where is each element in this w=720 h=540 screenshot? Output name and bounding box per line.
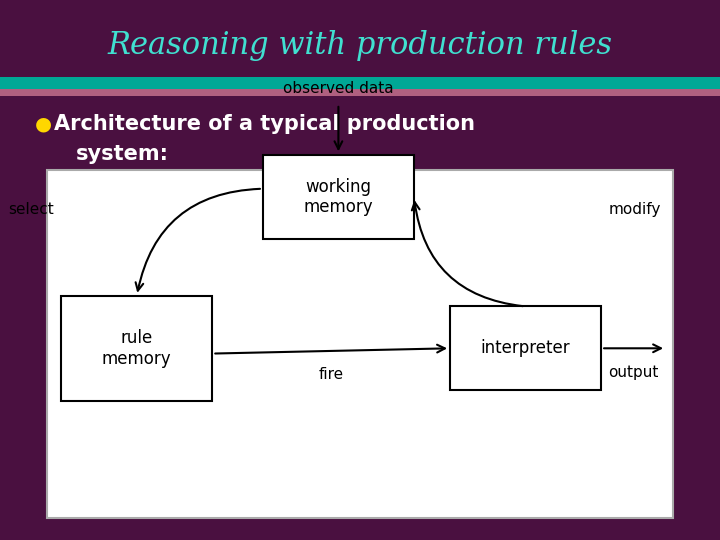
Text: Architecture of a typical production: Architecture of a typical production	[54, 114, 475, 134]
Bar	[0, 77, 720, 89]
Text: working
memory: working memory	[304, 178, 373, 217]
Text: observed data: observed data	[283, 81, 394, 96]
Text: output: output	[608, 364, 659, 380]
Bar	[47, 170, 673, 518]
Text: interpreter: interpreter	[481, 339, 570, 357]
Bar	[450, 306, 601, 390]
Text: fire: fire	[319, 367, 343, 382]
Bar	[263, 156, 414, 239]
Text: system:: system:	[76, 144, 168, 164]
Text: ●: ●	[35, 114, 52, 134]
Bar	[0, 89, 720, 96]
Bar	[61, 296, 212, 401]
Text: modify: modify	[608, 202, 661, 217]
Text: select: select	[8, 202, 54, 217]
Text: Reasoning with production rules: Reasoning with production rules	[107, 30, 613, 62]
Text: rule
memory: rule memory	[102, 329, 171, 368]
